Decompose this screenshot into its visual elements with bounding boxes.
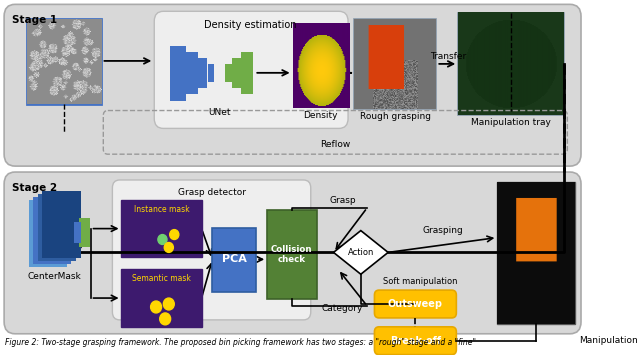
Bar [458, 13, 564, 115]
Bar [79, 218, 90, 247]
Text: Grasp detector: Grasp detector [177, 188, 246, 197]
Text: Transfer: Transfer [430, 52, 467, 61]
Bar [27, 19, 102, 104]
Text: Stage 2: Stage 2 [12, 183, 58, 193]
Text: Density estimation: Density estimation [204, 20, 297, 30]
FancyBboxPatch shape [374, 290, 456, 318]
Circle shape [160, 313, 171, 325]
Text: CenterMask: CenterMask [28, 272, 81, 281]
Text: Outsweep: Outsweep [388, 299, 443, 309]
Bar [198, 58, 207, 88]
Bar [170, 46, 186, 101]
Text: Instance mask: Instance mask [134, 205, 189, 214]
Bar [38, 194, 76, 261]
Text: Category: Category [322, 304, 364, 313]
Polygon shape [333, 231, 388, 274]
Bar [241, 52, 253, 94]
Text: Manipulation: Manipulation [579, 336, 638, 345]
Circle shape [163, 298, 174, 310]
Text: PCA: PCA [222, 254, 247, 265]
Bar [497, 182, 575, 324]
FancyBboxPatch shape [4, 172, 581, 334]
Text: Action: Action [348, 248, 374, 257]
Circle shape [170, 230, 179, 240]
Text: Collision
check: Collision check [271, 245, 312, 264]
Text: Soft manipulation: Soft manipulation [383, 277, 457, 286]
FancyBboxPatch shape [4, 4, 581, 166]
Bar [122, 269, 202, 327]
Text: UNet: UNet [209, 108, 231, 116]
Bar [232, 58, 241, 88]
Bar [74, 222, 81, 244]
Text: Manipulation tray: Manipulation tray [471, 119, 551, 127]
Bar [122, 200, 202, 257]
Text: Semantic mask: Semantic mask [132, 274, 191, 283]
Bar [208, 64, 214, 82]
Text: Figure 2: Two-stage grasping framework. The proposed bin picking framework has t: Figure 2: Two-stage grasping framework. … [5, 338, 476, 347]
Bar [267, 210, 317, 299]
Text: Grasping: Grasping [422, 226, 463, 235]
Bar [225, 64, 232, 82]
Text: Grasp: Grasp [330, 196, 356, 205]
Circle shape [158, 235, 167, 245]
Text: Density: Density [303, 110, 338, 120]
Bar [212, 227, 256, 292]
Bar [185, 52, 198, 94]
Circle shape [150, 301, 161, 313]
Bar [29, 200, 67, 267]
Bar [355, 19, 436, 109]
Circle shape [164, 242, 173, 252]
Text: Rough grasping: Rough grasping [360, 111, 431, 121]
Text: Reflow: Reflow [320, 140, 351, 149]
Text: Break-off: Break-off [390, 336, 441, 346]
Text: Stage 1: Stage 1 [12, 15, 58, 25]
Bar [33, 197, 72, 264]
FancyBboxPatch shape [374, 327, 456, 355]
FancyBboxPatch shape [154, 11, 348, 129]
FancyBboxPatch shape [113, 180, 311, 320]
Bar [42, 191, 81, 258]
